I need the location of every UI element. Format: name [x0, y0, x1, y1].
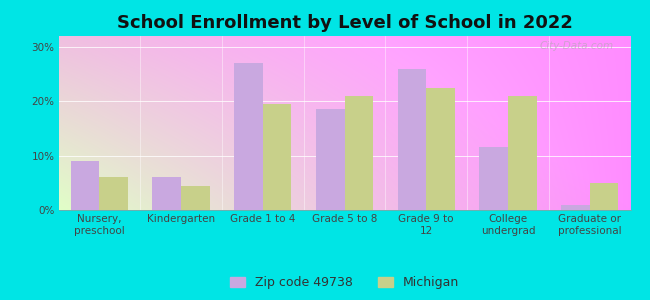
Bar: [561, 205, 590, 210]
Bar: [398, 69, 426, 210]
Text: City-Data.com: City-Data.com: [540, 41, 614, 51]
Bar: [181, 185, 210, 210]
Bar: [426, 88, 455, 210]
Bar: [99, 177, 128, 210]
Bar: [153, 177, 181, 210]
Bar: [316, 110, 344, 210]
Legend: Zip code 49738, Michigan: Zip code 49738, Michigan: [225, 271, 464, 294]
Bar: [234, 63, 263, 210]
Bar: [590, 183, 618, 210]
Bar: [263, 104, 291, 210]
Bar: [71, 161, 99, 210]
Bar: [508, 96, 536, 210]
Bar: [344, 96, 373, 210]
Bar: [479, 148, 508, 210]
Title: School Enrollment by Level of School in 2022: School Enrollment by Level of School in …: [116, 14, 573, 32]
